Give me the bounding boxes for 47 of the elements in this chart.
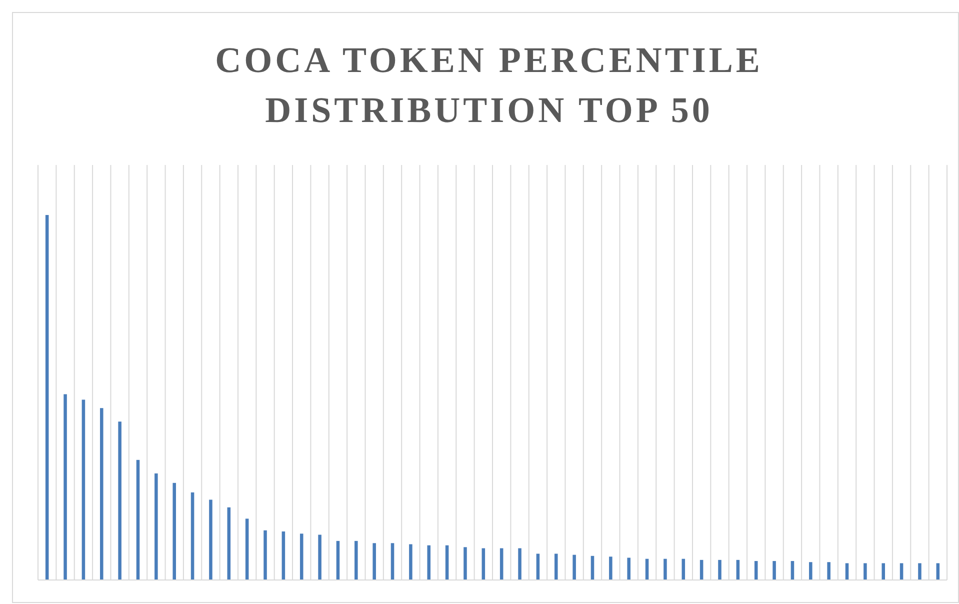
bar	[864, 563, 867, 580]
bar	[82, 400, 86, 580]
bar	[372, 543, 376, 580]
bar	[318, 534, 322, 580]
bar	[609, 556, 612, 580]
bar	[282, 531, 286, 580]
bar	[264, 530, 267, 580]
bar	[790, 561, 794, 580]
bar	[445, 545, 449, 580]
bar	[154, 473, 158, 580]
bar	[427, 545, 431, 580]
bar	[354, 540, 358, 580]
bar	[64, 394, 67, 580]
bar	[482, 548, 486, 580]
bar	[209, 500, 212, 580]
bar	[900, 563, 904, 580]
bar	[136, 460, 140, 580]
bar	[336, 540, 340, 580]
bar	[882, 563, 886, 580]
bar	[827, 562, 830, 580]
bar	[754, 561, 758, 580]
bar	[227, 507, 231, 580]
bar	[390, 543, 394, 580]
bar	[45, 215, 49, 580]
bar	[100, 408, 104, 580]
bar	[664, 558, 667, 580]
bar	[464, 547, 467, 580]
bar	[554, 554, 558, 580]
bar	[536, 554, 540, 580]
bar	[409, 544, 412, 580]
chart-title: COCA TOKEN PERCENTILE DISTRIBUTION TOP 50	[215, 40, 763, 130]
bar	[245, 518, 249, 580]
bar	[809, 562, 812, 580]
bar	[190, 492, 194, 580]
bar	[172, 482, 176, 580]
bar	[300, 534, 304, 580]
bar	[718, 560, 722, 580]
bar	[590, 556, 594, 580]
bar	[572, 554, 576, 580]
bar	[918, 563, 922, 580]
bar	[772, 561, 776, 580]
bar	[118, 422, 122, 580]
bar	[627, 558, 630, 580]
bar	[845, 563, 849, 580]
bar	[500, 548, 504, 580]
bar	[936, 563, 940, 580]
bar	[518, 548, 522, 580]
